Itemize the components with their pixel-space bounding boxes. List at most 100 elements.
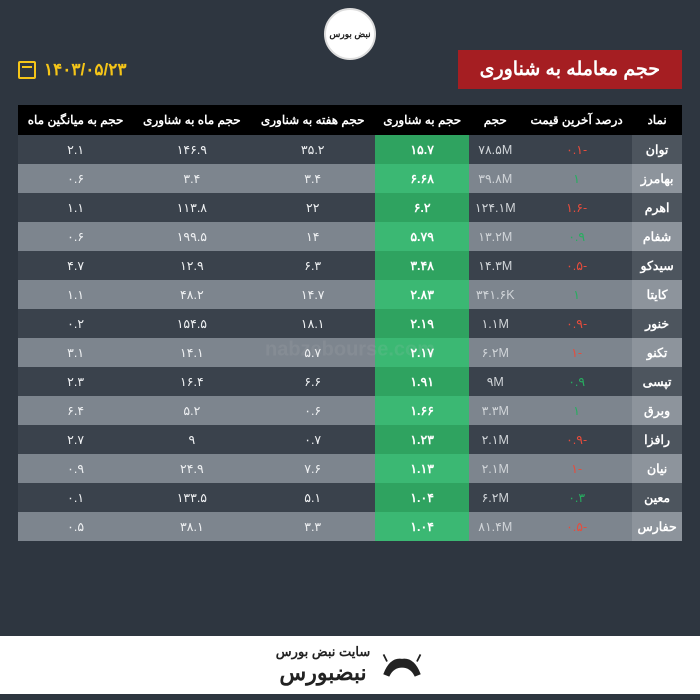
cell: ۲.۱۷ xyxy=(375,338,470,367)
date-text: ۱۴۰۳/۰۵/۲۳ xyxy=(44,60,127,80)
cell: ۱.۰۴ xyxy=(375,512,470,541)
table-row: بهامرز۱۳۹.۸M۶.۶۸۳.۴۳.۴۰.۶ xyxy=(18,164,682,193)
cell: ۴۸.۲ xyxy=(133,280,250,309)
cell: ۰.۵ xyxy=(18,512,133,541)
cell: ۷۸.۵M xyxy=(469,135,521,164)
page-title: حجم معامله به شناوری xyxy=(458,50,682,89)
cell: ۰.۹ xyxy=(521,222,632,251)
cell: ۰.۶ xyxy=(251,396,375,425)
cell: رافزا xyxy=(632,425,682,454)
cell: -۰.۵ xyxy=(521,251,632,280)
cell: ۳.۱ xyxy=(18,338,133,367)
cell: معین xyxy=(632,483,682,512)
table-row: تکنو-۱۶.۲M۲.۱۷۵.۷۱۴.۱۳.۱ xyxy=(18,338,682,367)
cell: ۸۱.۴M xyxy=(469,512,521,541)
cell: ۰.۶ xyxy=(18,164,133,193)
cell: ۱۴.۱ xyxy=(133,338,250,367)
table-row: توان-۰.۱۷۸.۵M۱۵.۷۳۵.۲۱۴۶.۹۲.۱ xyxy=(18,135,682,164)
footer-brand: نبضبورس xyxy=(279,660,366,686)
cell: ۶.۶ xyxy=(251,367,375,396)
cell: ۰.۷ xyxy=(251,425,375,454)
cell: -۰.۹ xyxy=(521,309,632,338)
col-header: حجم هفته به شناوری xyxy=(251,105,375,135)
cell: ۳۸.۱ xyxy=(133,512,250,541)
cell: -۱.۶ xyxy=(521,193,632,222)
table-row: وبرق۱۳.۳M۱.۶۶۰.۶۵.۲۶.۴ xyxy=(18,396,682,425)
cell: ۱۲۴.۱M xyxy=(469,193,521,222)
data-table: نماددرصد آخرین قیمتحجمحجم به شناوریحجم ه… xyxy=(18,105,682,541)
cell: ۲.۳ xyxy=(18,367,133,396)
cell: ۲.۱ xyxy=(18,135,133,164)
cell: -۱ xyxy=(521,454,632,483)
table-row: معین۰.۳۶.۲M۱.۰۴۵.۱۱۳۳.۵۰.۱ xyxy=(18,483,682,512)
cell: ۱.۱ xyxy=(18,280,133,309)
cell: ۰.۱ xyxy=(18,483,133,512)
cell: ۱.۱۳ xyxy=(375,454,470,483)
cell: ۶.۲M xyxy=(469,483,521,512)
cell: وبرق xyxy=(632,396,682,425)
page-container: نبض بورس حجم معامله به شناوری ۱۴۰۳/۰۵/۲۳… xyxy=(0,0,700,700)
cell: ۰.۹ xyxy=(18,454,133,483)
cell: ۱۶.۴ xyxy=(133,367,250,396)
cell: ۱۴۶.۹ xyxy=(133,135,250,164)
cell: ۲.۱M xyxy=(469,425,521,454)
cell: ۱.۹۱ xyxy=(375,367,470,396)
cell: ۱ xyxy=(521,280,632,309)
cell: -۰.۵ xyxy=(521,512,632,541)
cell: ۰.۶ xyxy=(18,222,133,251)
cell: بهامرز xyxy=(632,164,682,193)
table-row: رافزا-۰.۹۲.۱M۱.۲۳۰.۷۹۲.۷ xyxy=(18,425,682,454)
cell: ۱.۱M xyxy=(469,309,521,338)
cell: ۵.۲ xyxy=(133,396,250,425)
cell: ۱۲.۹ xyxy=(133,251,250,280)
calendar-icon xyxy=(18,61,36,79)
cell: ۳.۳M xyxy=(469,396,521,425)
cell: ۱۱۳.۸ xyxy=(133,193,250,222)
cell: سیدکو xyxy=(632,251,682,280)
table-header: نماددرصد آخرین قیمتحجمحجم به شناوریحجم ه… xyxy=(18,105,682,135)
cell: ۶.۲M xyxy=(469,338,521,367)
table-row: شفام۰.۹۱۳.۲M۵.۷۹۱۴۱۹۹.۵۰.۶ xyxy=(18,222,682,251)
cell: ۵.۱ xyxy=(251,483,375,512)
cell: ۱.۶۶ xyxy=(375,396,470,425)
cell: ۵.۷ xyxy=(251,338,375,367)
cell: ۹ xyxy=(133,425,250,454)
cell: ۱۵.۷ xyxy=(375,135,470,164)
cell: ۶.۶۸ xyxy=(375,164,470,193)
col-header: حجم xyxy=(469,105,521,135)
cell: تپسی xyxy=(632,367,682,396)
table-row: خنور-۰.۹۱.۱M۲.۱۹۱۸.۱۱۵۴.۵۰.۲ xyxy=(18,309,682,338)
table-row: حفارس-۰.۵۸۱.۴M۱.۰۴۳.۳۳۸.۱۰.۵ xyxy=(18,512,682,541)
cell: ۰.۹ xyxy=(521,367,632,396)
date-display: ۱۴۰۳/۰۵/۲۳ xyxy=(18,60,127,80)
cell: ۳۴۱.۶K xyxy=(469,280,521,309)
cell: تکنو xyxy=(632,338,682,367)
cell: ۲۲ xyxy=(251,193,375,222)
cell: ۳.۳ xyxy=(251,512,375,541)
cell: ۹M xyxy=(469,367,521,396)
cell: ۱۸.۱ xyxy=(251,309,375,338)
cell: ۳۹.۸M xyxy=(469,164,521,193)
cell: ۶.۳ xyxy=(251,251,375,280)
cell: -۰.۹ xyxy=(521,425,632,454)
cell: ۲.۱۹ xyxy=(375,309,470,338)
cell: ۱۹۹.۵ xyxy=(133,222,250,251)
col-header: درصد آخرین قیمت xyxy=(521,105,632,135)
cell: ۰.۲ xyxy=(18,309,133,338)
cell: ۱ xyxy=(521,396,632,425)
bull-icon xyxy=(380,649,424,681)
cell: ۲.۸۳ xyxy=(375,280,470,309)
cell: ۳.۴ xyxy=(133,164,250,193)
cell: ۱۴.۳M xyxy=(469,251,521,280)
col-header: حجم به شناوری xyxy=(375,105,470,135)
cell: اهرم xyxy=(632,193,682,222)
cell: کایتا xyxy=(632,280,682,309)
cell: ۱۳.۲M xyxy=(469,222,521,251)
cell: ۱۴ xyxy=(251,222,375,251)
cell: ۱۳۳.۵ xyxy=(133,483,250,512)
footer-text: سایت نبض بورس نبضبورس xyxy=(276,644,370,686)
col-header: حجم به میانگین ماه xyxy=(18,105,133,135)
cell: شفام xyxy=(632,222,682,251)
brand-logo: نبض بورس xyxy=(324,8,376,60)
footer-site-label: سایت نبض بورس xyxy=(276,644,370,660)
